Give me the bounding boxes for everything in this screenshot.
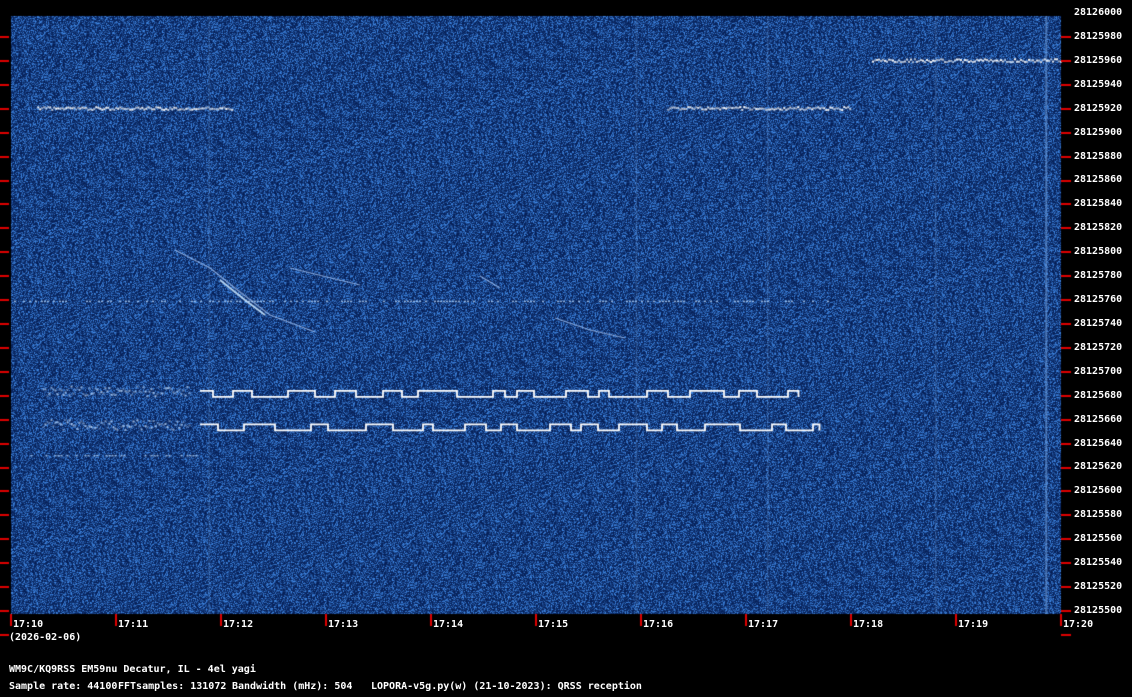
x-tick-label: 17:18 xyxy=(853,619,884,630)
y-tick-label: 28125980 xyxy=(1074,31,1123,42)
y-tick-label: 28125920 xyxy=(1074,103,1123,114)
y-tick-label: 28125600 xyxy=(1074,485,1123,496)
y-tick-label: 28125560 xyxy=(1074,533,1123,544)
y-tick-label: 28125820 xyxy=(1074,222,1123,233)
y-tick-label: 28125880 xyxy=(1074,151,1123,162)
y-tick-label: 28126000 xyxy=(1074,7,1123,18)
x-tick-label: 17:15 xyxy=(538,619,569,630)
y-tick-label: 28125660 xyxy=(1074,414,1123,425)
y-tick-label: 28125580 xyxy=(1074,509,1123,520)
y-tick-label: 28125640 xyxy=(1074,438,1123,449)
x-tick-label: 17:14 xyxy=(433,619,464,630)
y-tick-label: 28125780 xyxy=(1074,270,1123,281)
y-tick-label: 28125840 xyxy=(1074,198,1123,209)
x-tick-label: 17:19 xyxy=(958,619,989,630)
station-info: WM9C/KQ9RSS EM59nu Decatur, IL - 4el yag… xyxy=(9,664,256,675)
x-tick-label: 17:11 xyxy=(118,619,149,630)
y-tick-label: 28125760 xyxy=(1074,294,1123,305)
y-tick-label: 28125860 xyxy=(1074,174,1123,185)
date-label: (2026-02-06) xyxy=(9,632,82,643)
software-info: LOPORA-v5g.py(w) (21-10-2023): QRSS rece… xyxy=(371,681,642,692)
x-tick-label: 17:17 xyxy=(748,619,779,630)
y-tick-label: 28125960 xyxy=(1074,55,1123,66)
y-tick-label: 28125900 xyxy=(1074,127,1123,138)
x-tick-label: 17:12 xyxy=(223,619,254,630)
y-tick-label: 28125720 xyxy=(1074,342,1123,353)
sample-rate-info: Sample rate: 44100 xyxy=(9,681,118,692)
bandwidth-info: Bandwidth (mHz): 504 xyxy=(232,681,353,692)
y-tick-label: 28125520 xyxy=(1074,581,1123,592)
y-tick-label: 28125680 xyxy=(1074,390,1123,401)
x-tick-label: 17:10 xyxy=(13,619,44,630)
y-tick-label: 28125620 xyxy=(1074,461,1123,472)
x-tick-label: 17:16 xyxy=(643,619,674,630)
x-tick-label: 17:20 xyxy=(1063,619,1094,630)
y-tick-label: 28125700 xyxy=(1074,366,1123,377)
y-tick-label: 28125500 xyxy=(1074,605,1123,616)
y-tick-label: 28125740 xyxy=(1074,318,1123,329)
y-tick-label: 28125540 xyxy=(1074,557,1123,568)
fft-samples-info: FFTsamples: 131072 xyxy=(118,681,227,692)
x-tick-label: 17:13 xyxy=(328,619,359,630)
y-tick-label: 28125800 xyxy=(1074,246,1123,257)
y-tick-label: 28125940 xyxy=(1074,79,1123,90)
